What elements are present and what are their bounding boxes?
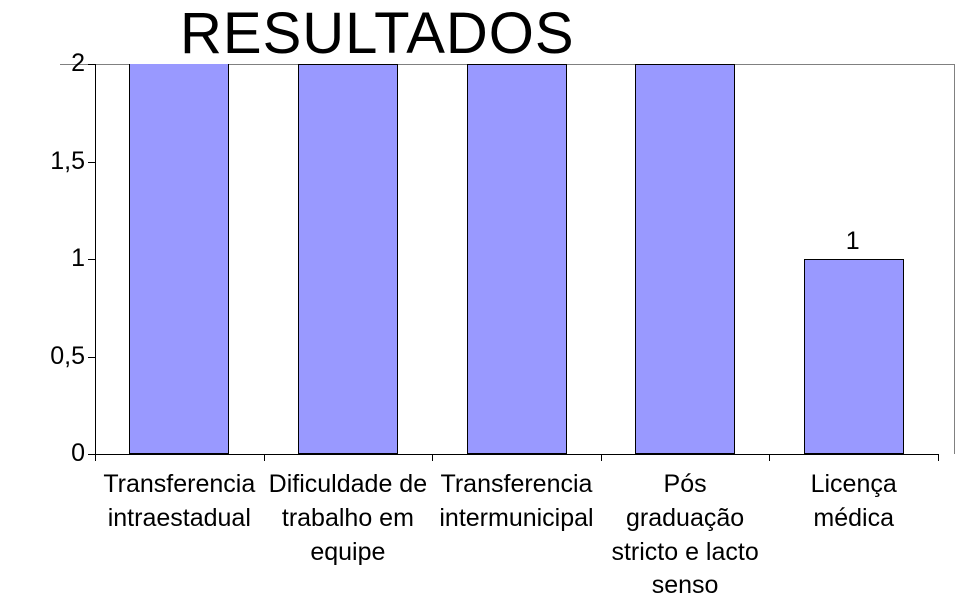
x-category-label-line: Transferencia (432, 468, 601, 502)
y-tick-label: 0 (71, 439, 85, 468)
x-category-label-line: intermunicipal (432, 502, 601, 536)
bar (804, 259, 904, 454)
bar (298, 64, 398, 454)
y-tick (88, 259, 95, 260)
x-category-label-line: equipe (264, 536, 433, 570)
x-category-label-line: Pós (601, 468, 770, 502)
x-category-label: Transferenciaintraestadual (95, 468, 264, 536)
bar (635, 64, 735, 454)
bar (467, 64, 567, 454)
x-category-label-line: Transferencia (95, 468, 264, 502)
x-category-label-line: médica (769, 502, 938, 536)
y-tick-label: 0,5 (50, 342, 85, 371)
y-tick-label: 1,5 (50, 147, 85, 176)
x-category-label-line: Licença (769, 468, 938, 502)
y-tick (88, 357, 95, 358)
x-category-label: Licençamédica (769, 468, 938, 536)
y-tick-label: 1 (71, 244, 85, 273)
x-tick (95, 454, 96, 461)
x-category-label-line: intraestadual (95, 502, 264, 536)
x-tick (938, 454, 939, 461)
y-tick (88, 162, 95, 163)
y-tick (88, 64, 95, 65)
x-tick (769, 454, 770, 461)
x-category-label: Transferenciaintermunicipal (432, 468, 601, 536)
x-category-label-line: Dificuldade de (264, 468, 433, 502)
chart-title: RESULTADOS (180, 0, 575, 67)
bar-data-label: 1 (846, 227, 860, 256)
y-axis (95, 64, 96, 454)
x-tick (264, 454, 265, 461)
y-tick (88, 454, 95, 455)
x-category-label-line: stricto e lacto (601, 536, 770, 570)
x-axis (95, 454, 938, 455)
y-tick-label: 2 (71, 49, 85, 78)
x-tick (432, 454, 433, 461)
x-category-label: Pósgraduaçãostricto e lactosenso (601, 468, 770, 603)
x-category-label-line: graduação (601, 502, 770, 536)
x-category-label: Dificuldade detrabalho emequipe (264, 468, 433, 569)
x-category-label-line: senso (601, 569, 770, 603)
x-category-label-line: trabalho em (264, 502, 433, 536)
x-tick (601, 454, 602, 461)
bar (129, 64, 229, 454)
